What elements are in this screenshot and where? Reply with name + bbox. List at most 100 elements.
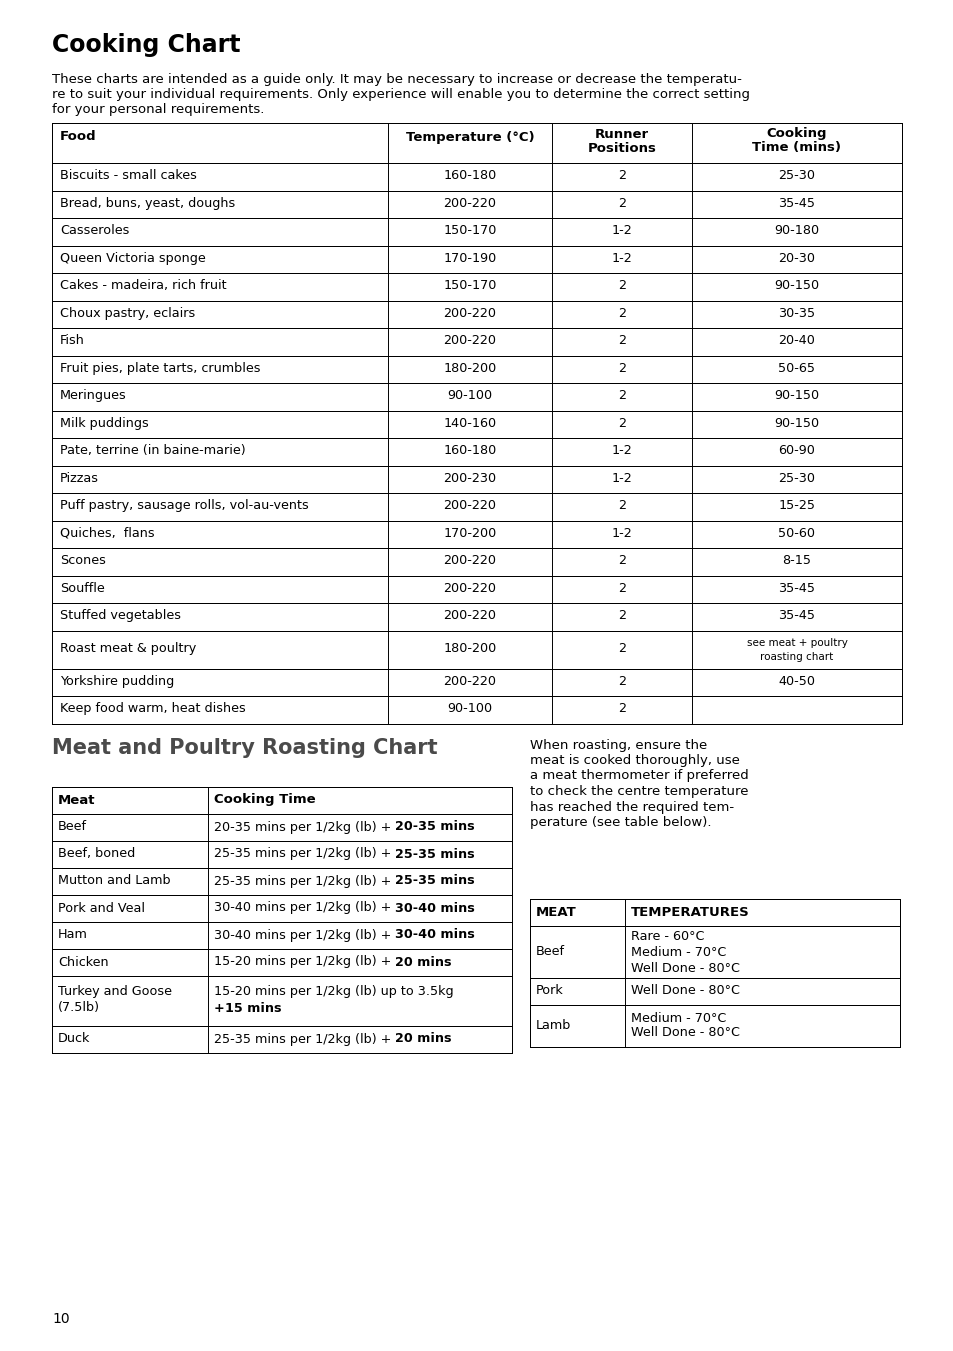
Bar xyxy=(52,921,512,948)
Text: 180-200: 180-200 xyxy=(443,642,497,655)
Text: meat is cooked thoroughly, use: meat is cooked thoroughly, use xyxy=(530,754,740,767)
Text: Positions: Positions xyxy=(587,142,656,154)
Text: Casseroles: Casseroles xyxy=(60,224,130,238)
Bar xyxy=(52,840,512,867)
Text: 200-220: 200-220 xyxy=(443,500,496,512)
Bar xyxy=(52,894,512,921)
Text: Fruit pies, plate tarts, crumbles: Fruit pies, plate tarts, crumbles xyxy=(60,362,260,374)
Text: 40-50: 40-50 xyxy=(778,674,815,688)
Text: 200-220: 200-220 xyxy=(443,609,496,623)
Text: 2: 2 xyxy=(618,500,625,512)
Text: 200-220: 200-220 xyxy=(443,582,496,594)
Text: 35-45: 35-45 xyxy=(778,197,815,209)
Text: 1-2: 1-2 xyxy=(611,251,632,265)
Text: When roasting, ensure the: When roasting, ensure the xyxy=(530,739,706,751)
Text: +: + xyxy=(213,1001,229,1015)
Bar xyxy=(530,978,899,1005)
Text: perature (see table below).: perature (see table below). xyxy=(530,816,711,830)
Text: Biscuits - small cakes: Biscuits - small cakes xyxy=(60,169,196,182)
Text: 20 mins: 20 mins xyxy=(395,1032,452,1046)
Bar xyxy=(52,520,901,549)
Bar xyxy=(52,123,901,163)
Text: 25-35 mins: 25-35 mins xyxy=(395,847,475,861)
Text: 15-20 mins per 1/2kg (lb) +: 15-20 mins per 1/2kg (lb) + xyxy=(213,955,395,969)
Text: 1-2: 1-2 xyxy=(611,224,632,238)
Bar xyxy=(52,631,901,669)
Bar xyxy=(52,948,512,975)
Text: Cooking Time: Cooking Time xyxy=(213,793,315,807)
Text: 15-20 mins per 1/2kg (lb) up to 3.5kg: 15-20 mins per 1/2kg (lb) up to 3.5kg xyxy=(213,985,453,998)
Text: Cakes - madeira, rich fruit: Cakes - madeira, rich fruit xyxy=(60,280,227,292)
Text: 25-35 mins: 25-35 mins xyxy=(395,874,475,888)
Text: Meat and Poultry Roasting Chart: Meat and Poultry Roasting Chart xyxy=(52,739,437,758)
Text: Quiches,  flans: Quiches, flans xyxy=(60,527,154,540)
Text: Puff pastry, sausage rolls, vol-au-vents: Puff pastry, sausage rolls, vol-au-vents xyxy=(60,500,309,512)
Text: TEMPERATURES: TEMPERATURES xyxy=(630,905,749,919)
Text: 170-200: 170-200 xyxy=(443,527,497,540)
Text: Milk puddings: Milk puddings xyxy=(60,416,149,430)
Text: 2: 2 xyxy=(618,674,625,688)
Text: Meat: Meat xyxy=(58,793,95,807)
Text: Food: Food xyxy=(60,131,96,143)
Text: 50-60: 50-60 xyxy=(778,527,815,540)
Text: 150-170: 150-170 xyxy=(443,224,497,238)
Text: has reached the required tem-: has reached the required tem- xyxy=(530,801,734,813)
Bar xyxy=(52,669,901,696)
Text: Medium - 70°C: Medium - 70°C xyxy=(630,947,725,959)
Bar xyxy=(52,300,901,328)
Text: Keep food warm, heat dishes: Keep food warm, heat dishes xyxy=(60,703,246,715)
Text: MEAT: MEAT xyxy=(536,905,577,919)
Text: 30-40 mins: 30-40 mins xyxy=(395,901,475,915)
Text: 200-220: 200-220 xyxy=(443,197,496,209)
Text: 150-170: 150-170 xyxy=(443,280,497,292)
Text: 2: 2 xyxy=(618,416,625,430)
Text: Duck: Duck xyxy=(58,1032,91,1046)
Bar xyxy=(52,382,901,411)
Text: 1-2: 1-2 xyxy=(611,527,632,540)
Bar xyxy=(52,493,901,520)
Text: 15 mins: 15 mins xyxy=(225,1001,281,1015)
Bar xyxy=(52,411,901,438)
Bar xyxy=(52,163,901,190)
Text: Temperature (°C): Temperature (°C) xyxy=(405,131,534,143)
Text: 20-30: 20-30 xyxy=(778,251,815,265)
Text: Runner: Runner xyxy=(595,127,648,141)
Text: 2: 2 xyxy=(618,307,625,320)
Text: Time (mins): Time (mins) xyxy=(752,142,841,154)
Bar xyxy=(52,975,512,1025)
Text: Souffle: Souffle xyxy=(60,582,105,594)
Text: Well Done - 80°C: Well Done - 80°C xyxy=(630,985,740,997)
Bar xyxy=(52,466,901,493)
Bar xyxy=(530,898,899,925)
Bar xyxy=(52,438,901,466)
Bar xyxy=(52,328,901,355)
Text: 1-2: 1-2 xyxy=(611,444,632,457)
Text: Medium - 70°C: Medium - 70°C xyxy=(630,1012,725,1025)
Text: Meringues: Meringues xyxy=(60,389,127,403)
Text: Scones: Scones xyxy=(60,554,106,567)
Text: 2: 2 xyxy=(618,280,625,292)
Text: 90-150: 90-150 xyxy=(774,389,819,403)
Bar xyxy=(52,696,901,724)
Text: 2: 2 xyxy=(618,334,625,347)
Text: Beef: Beef xyxy=(536,944,564,958)
Text: 140-160: 140-160 xyxy=(443,416,497,430)
Text: 30-40 mins per 1/2kg (lb) +: 30-40 mins per 1/2kg (lb) + xyxy=(213,901,395,915)
Text: Pork: Pork xyxy=(536,985,563,997)
Text: 30-35: 30-35 xyxy=(778,307,815,320)
Text: 50-65: 50-65 xyxy=(778,362,815,374)
Text: Well Done - 80°C: Well Done - 80°C xyxy=(630,962,740,975)
Text: 2: 2 xyxy=(618,703,625,715)
Text: Mutton and Lamb: Mutton and Lamb xyxy=(58,874,171,888)
Text: Well Done - 80°C: Well Done - 80°C xyxy=(630,1027,740,1039)
Text: 25-35 mins per 1/2kg (lb) +: 25-35 mins per 1/2kg (lb) + xyxy=(213,874,395,888)
Text: Pizzas: Pizzas xyxy=(60,471,99,485)
Text: 30-40 mins per 1/2kg (lb) +: 30-40 mins per 1/2kg (lb) + xyxy=(213,928,395,942)
Text: roasting chart: roasting chart xyxy=(760,651,833,662)
Text: for your personal requirements.: for your personal requirements. xyxy=(52,103,264,116)
Text: 200-220: 200-220 xyxy=(443,307,496,320)
Text: re to suit your individual requirements. Only experience will enable you to dete: re to suit your individual requirements.… xyxy=(52,88,749,101)
Bar xyxy=(530,925,899,978)
Text: 2: 2 xyxy=(618,197,625,209)
Bar xyxy=(52,355,901,382)
